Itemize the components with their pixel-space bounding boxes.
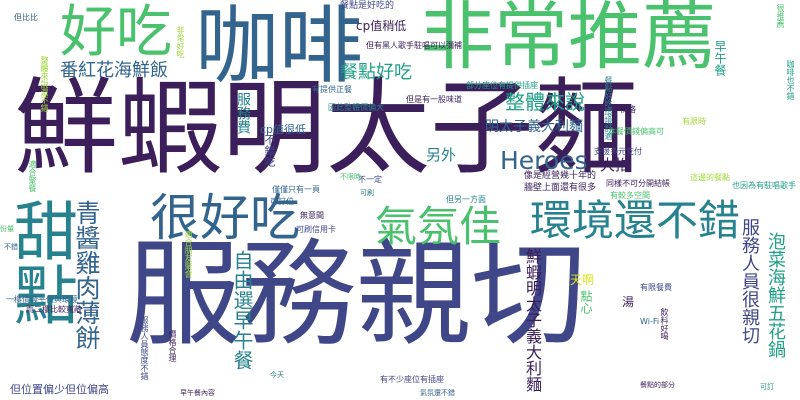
word: 有不少座位有插座 (380, 375, 444, 384)
word: 但另一方面 (446, 195, 486, 204)
word: 鮮蝦明太子義大利麵 (523, 248, 542, 392)
word: 僅僅只有一頁 (272, 185, 320, 194)
word: 無意間 (300, 211, 324, 220)
word: 可刷 (360, 189, 374, 197)
word: 但有黑人歌手駐唱可以彌補 (366, 41, 462, 50)
word: 服務費 (235, 92, 251, 134)
word: 有限時 (682, 117, 706, 126)
word: 份量 (0, 225, 14, 233)
word: 餐點的部分 (640, 381, 675, 389)
word: 不錯 (4, 243, 18, 251)
word: 可刷信用卡 (296, 225, 336, 234)
word: 有限餐費 (640, 283, 672, 292)
word: 像是經營幾十年的 (524, 171, 597, 181)
word: 不一定 (358, 175, 382, 184)
word: 另外 (426, 146, 457, 164)
word: 可訂 (760, 383, 774, 391)
word: Heroes (500, 146, 588, 175)
word: 服務人員態度不錯 (140, 316, 149, 380)
word: 牆壁上面還有很多 (524, 183, 597, 193)
word: 也因為有駐唱歌手 (732, 181, 796, 190)
word: 好吃 (60, 0, 172, 65)
word: 不限時 (340, 173, 361, 181)
word: 氣氛還不錯 (420, 389, 455, 397)
word: 青醬雞肉薄餅 (72, 200, 101, 350)
word: 點心 (579, 290, 593, 314)
word: 明太子義大利麵 (485, 119, 583, 135)
word: 可訂位 (270, 197, 294, 206)
word: 餐點好吃環境舒適 (604, 76, 613, 140)
word: 服務人員很親切 (739, 218, 760, 344)
word: 今天 (270, 371, 284, 379)
word: 本餐價錢偏高可 (608, 127, 664, 136)
word: 很推薦 (776, 4, 785, 28)
word: 早午餐 (713, 40, 727, 76)
word: 番紅花海鮮飯 (60, 60, 168, 81)
word: 餐點好吃 (340, 62, 412, 83)
word: 自由選早午餐 (230, 250, 254, 370)
word: 飲料好喝 (660, 308, 669, 340)
word: 鮮蝦明太子麵 (14, 67, 639, 189)
word: 適合聚餐 (28, 160, 37, 192)
word: 非常推薦 (420, 0, 716, 80)
word: 湯 (622, 295, 635, 309)
word: 整體來說 (505, 90, 585, 114)
word: 價格合理 (168, 330, 177, 362)
word: 支援多元支付 (594, 147, 642, 156)
word: 而二樓比較寬敞 (26, 305, 82, 314)
word: 適合朋友聚會 (184, 230, 193, 278)
word: 天啊 (570, 273, 595, 287)
word: 整體來說還不錯 (40, 56, 49, 112)
word: 有較多空間 (610, 191, 650, 200)
word: 非常好吃 (176, 26, 185, 58)
word: 有提供正餐 (312, 85, 352, 94)
word: 甜點 (3, 198, 77, 326)
word: 不錯吃 (263, 134, 276, 167)
word: 早午餐內容 (180, 389, 215, 397)
word: 咖啡 (195, 0, 364, 95)
word: 但比比 (14, 13, 38, 22)
word: Wi-Fi (640, 317, 660, 326)
word: 泡菜海鮮五花鍋 (765, 232, 786, 358)
word: 部分座位有提供插座 (466, 81, 538, 90)
word: 咖啡也不錯 (786, 60, 795, 100)
word: cp值稍低 (356, 19, 407, 33)
word: 同樣不可分開結帳 (606, 179, 670, 188)
word: 餐點是好吃的 (340, 1, 395, 11)
word: 因此整體價偏大 (328, 103, 384, 112)
word: 很好吃 (150, 189, 300, 247)
word: 價格 (620, 105, 636, 114)
word: 服務親切 (126, 228, 587, 362)
word: 但是有一股味道 (406, 95, 462, 104)
word: 大推 (600, 156, 631, 174)
word: 這邊的餐點 (690, 173, 730, 182)
word: 氣氛佳 (375, 202, 502, 251)
word: 一樓價錢平價與環境 (6, 295, 78, 304)
word: cp值很低 (260, 123, 307, 136)
word: 但位置偏少但位偏高 (10, 383, 109, 396)
word: 環境還不錯 (530, 196, 741, 245)
